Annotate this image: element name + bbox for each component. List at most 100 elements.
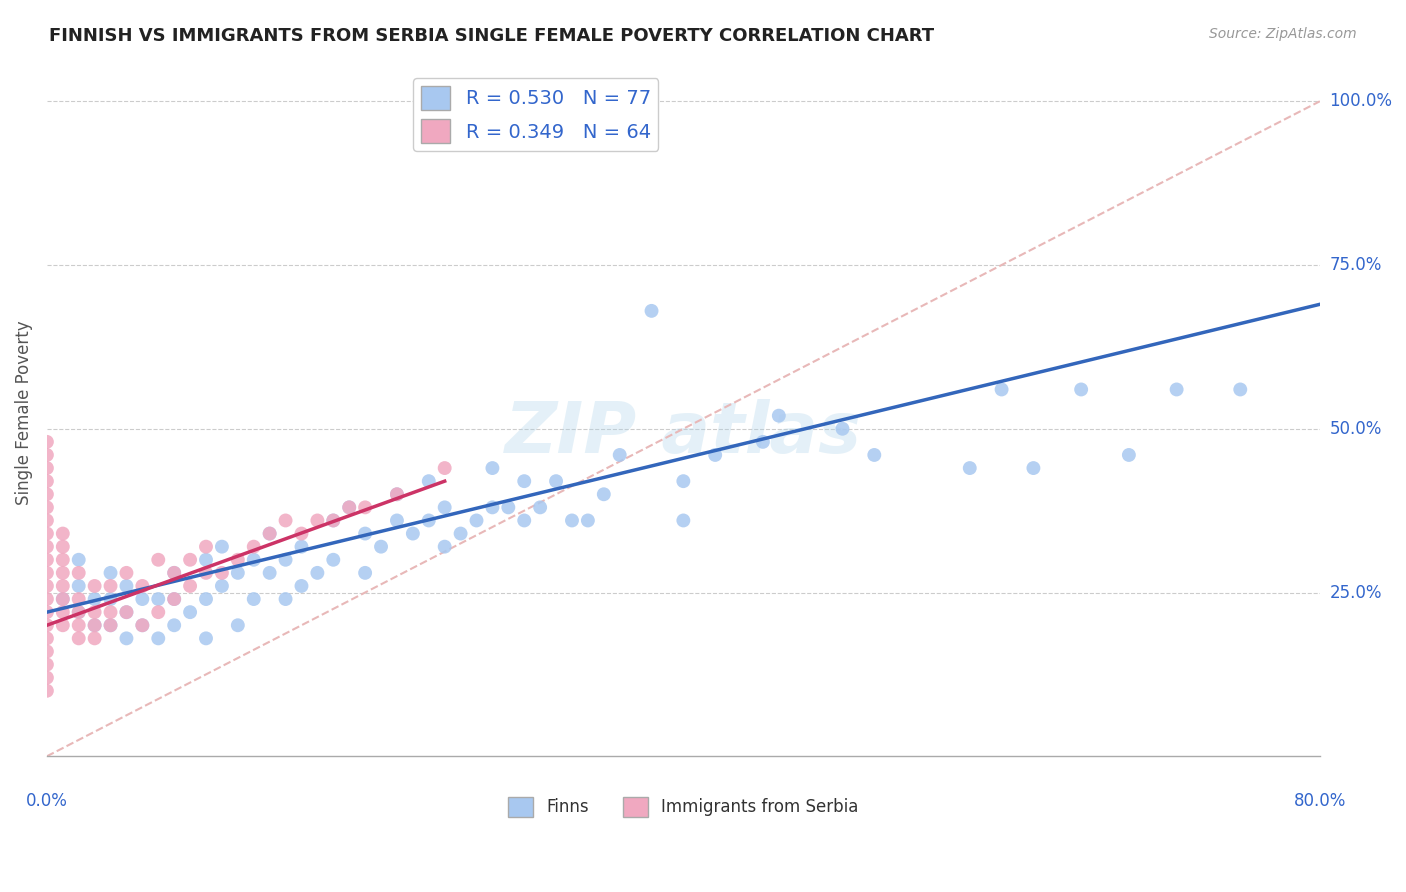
Text: Source: ZipAtlas.com: Source: ZipAtlas.com (1209, 27, 1357, 41)
Point (544, 474, 567, 488)
Point (100, 618, 122, 632)
Point (163, 566, 186, 580)
Point (242, 553, 264, 567)
Point (307, 566, 329, 580)
Point (831, 422, 853, 436)
Point (259, 526, 281, 541)
Point (354, 526, 377, 541)
Point (100, 592, 122, 607)
Point (148, 605, 170, 619)
Point (385, 513, 408, 527)
Point (35, 632, 58, 646)
Point (35, 605, 58, 619)
Point (83, 605, 105, 619)
Point (52, 579, 75, 593)
Point (259, 566, 281, 580)
Point (163, 618, 186, 632)
Point (226, 553, 249, 567)
Point (115, 605, 138, 619)
Point (274, 513, 297, 527)
Point (1022, 461, 1045, 475)
Point (768, 409, 790, 423)
Point (418, 513, 440, 527)
Point (35, 487, 58, 501)
Point (242, 540, 264, 554)
Point (35, 644, 58, 658)
Text: 25.0%: 25.0% (1330, 583, 1382, 601)
Point (418, 474, 440, 488)
Point (52, 540, 75, 554)
Point (35, 683, 58, 698)
Point (52, 592, 75, 607)
Text: 80.0%: 80.0% (1294, 792, 1346, 810)
Point (672, 513, 695, 527)
Point (274, 592, 297, 607)
Point (179, 553, 201, 567)
Point (100, 605, 122, 619)
Point (163, 566, 186, 580)
Point (100, 579, 122, 593)
Point (481, 500, 503, 515)
Point (83, 592, 105, 607)
Y-axis label: Single Female Poverty: Single Female Poverty (15, 320, 32, 505)
Point (1118, 448, 1140, 462)
Point (35, 566, 58, 580)
Point (354, 500, 377, 515)
Point (290, 526, 312, 541)
Text: 100.0%: 100.0% (1330, 92, 1392, 111)
Point (450, 526, 472, 541)
Point (35, 434, 58, 449)
Point (322, 553, 344, 567)
Point (640, 304, 662, 318)
Text: 50.0%: 50.0% (1330, 420, 1382, 438)
Point (195, 540, 218, 554)
Point (67, 632, 90, 646)
Point (990, 383, 1012, 397)
Point (195, 592, 218, 607)
Text: 75.0%: 75.0% (1330, 256, 1382, 274)
Point (226, 566, 249, 580)
Point (67, 605, 90, 619)
Point (35, 553, 58, 567)
Point (35, 474, 58, 488)
Point (115, 632, 138, 646)
Point (561, 513, 583, 527)
Point (67, 566, 90, 580)
Point (67, 592, 90, 607)
Point (672, 474, 695, 488)
Point (211, 579, 233, 593)
Point (1070, 383, 1092, 397)
Point (179, 579, 201, 593)
Point (179, 605, 201, 619)
Point (863, 448, 886, 462)
Point (67, 605, 90, 619)
Point (195, 632, 218, 646)
Point (100, 618, 122, 632)
Point (52, 618, 75, 632)
Point (35, 526, 58, 541)
Point (752, 434, 775, 449)
Point (52, 592, 75, 607)
Point (35, 448, 58, 462)
Point (529, 500, 551, 515)
Point (211, 540, 233, 554)
Point (52, 566, 75, 580)
Point (52, 553, 75, 567)
Point (481, 461, 503, 475)
Point (131, 579, 153, 593)
Point (35, 671, 58, 685)
Point (592, 487, 614, 501)
Point (576, 513, 599, 527)
Point (52, 526, 75, 541)
Point (337, 500, 360, 515)
Point (148, 632, 170, 646)
Point (195, 553, 218, 567)
Point (322, 513, 344, 527)
Text: 0.0%: 0.0% (25, 792, 67, 810)
Point (211, 566, 233, 580)
Text: FINNISH VS IMMIGRANTS FROM SERBIA SINGLE FEMALE POVERTY CORRELATION CHART: FINNISH VS IMMIGRANTS FROM SERBIA SINGLE… (49, 27, 935, 45)
Text: ZIP atlas: ZIP atlas (505, 399, 862, 467)
Point (290, 540, 312, 554)
Point (131, 592, 153, 607)
Point (513, 513, 536, 527)
